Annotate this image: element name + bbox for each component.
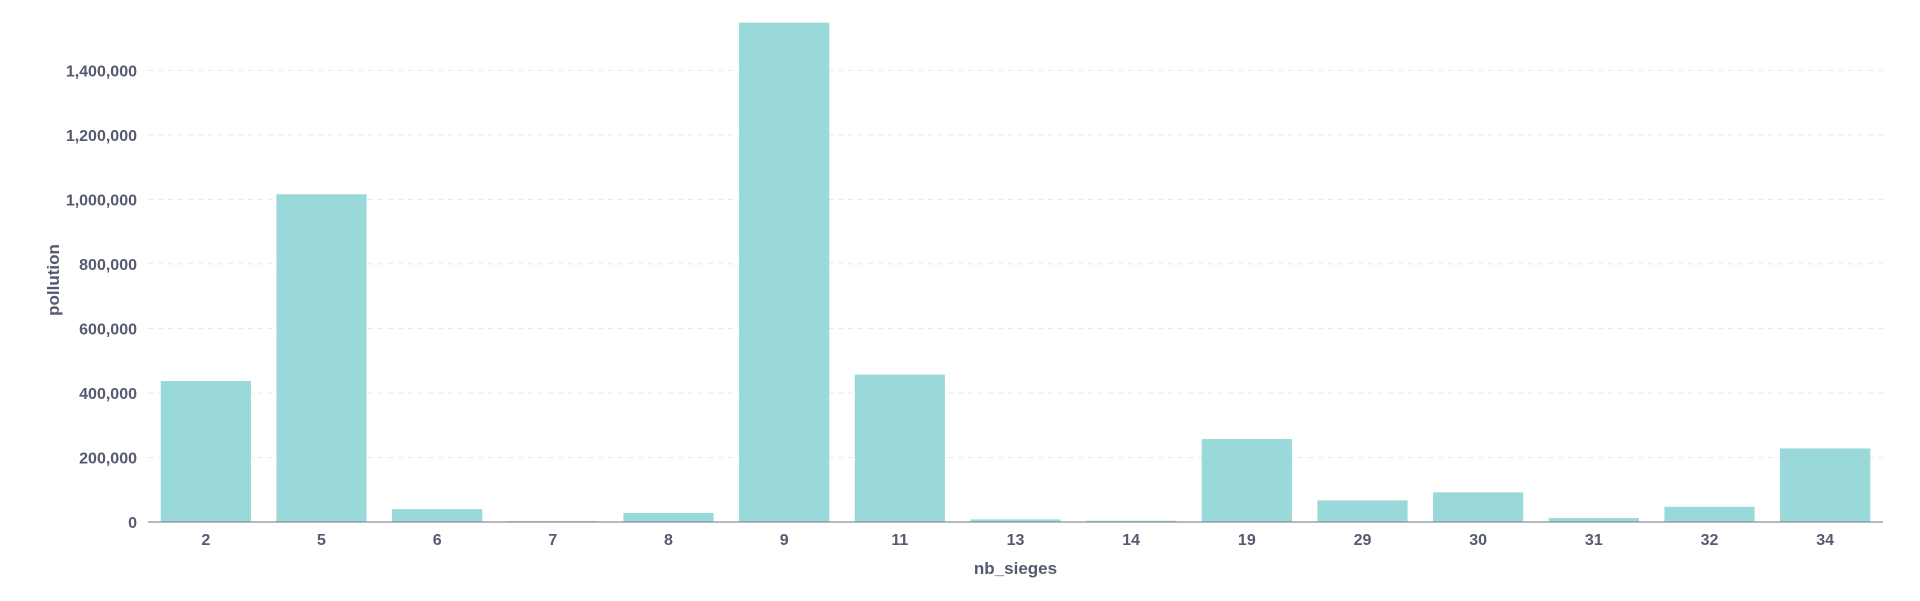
bar[interactable] xyxy=(1317,500,1408,522)
y-tick-label: 400,000 xyxy=(79,386,137,403)
bar[interactable] xyxy=(160,381,251,522)
x-tick-label: 6 xyxy=(433,532,442,549)
bar[interactable] xyxy=(970,519,1061,522)
bar[interactable] xyxy=(854,374,945,522)
x-tick-label: 5 xyxy=(317,532,326,549)
y-tick-label: 800,000 xyxy=(79,257,137,274)
x-tick-label: 2 xyxy=(201,532,210,549)
y-tick-label: 200,000 xyxy=(79,450,137,467)
bar[interactable] xyxy=(1201,439,1292,522)
y-tick-label: 0 xyxy=(128,515,137,532)
x-tick-label: 13 xyxy=(1007,532,1025,549)
y-tick-label: 1,000,000 xyxy=(66,192,137,209)
bar[interactable] xyxy=(1664,506,1755,522)
x-tick-label: 9 xyxy=(780,532,789,549)
bar[interactable] xyxy=(1433,492,1524,522)
grid-layer xyxy=(148,69,1883,458)
x-tick-label: 30 xyxy=(1469,532,1487,549)
x-tick-label: 32 xyxy=(1701,532,1719,549)
x-tick-label: 8 xyxy=(664,532,673,549)
x-tick-label: 11 xyxy=(891,532,908,549)
y-tick-label: 600,000 xyxy=(79,321,137,338)
x-tick-label: 7 xyxy=(548,532,557,549)
x-tick-label: 31 xyxy=(1585,532,1603,549)
bar[interactable] xyxy=(1780,448,1871,522)
x-tick-label: 14 xyxy=(1122,532,1140,549)
x-tick-label: 34 xyxy=(1816,532,1834,549)
bars-layer xyxy=(160,22,1871,523)
y-tick-labels: 0 200,000 400,000 600,000 800,000 1,000,000 1,… xyxy=(66,63,137,532)
x-tick-label: 29 xyxy=(1354,532,1372,549)
bar[interactable] xyxy=(623,512,714,522)
y-tick-label: 1,400,000 xyxy=(66,63,137,80)
x-axis-title: nb_sieges xyxy=(974,559,1057,578)
x-tick-labels: 2 5 6 7 8 9 11 13 14 19 29 30 31 32 34 xyxy=(201,532,1834,549)
bar[interactable] xyxy=(1548,518,1639,522)
bar[interactable] xyxy=(739,22,830,522)
bar[interactable] xyxy=(392,509,483,522)
bar[interactable] xyxy=(276,194,367,523)
x-tick-label: 19 xyxy=(1238,532,1256,549)
y-axis-title: pollution xyxy=(44,244,63,316)
y-tick-label: 1,200,000 xyxy=(66,128,137,145)
